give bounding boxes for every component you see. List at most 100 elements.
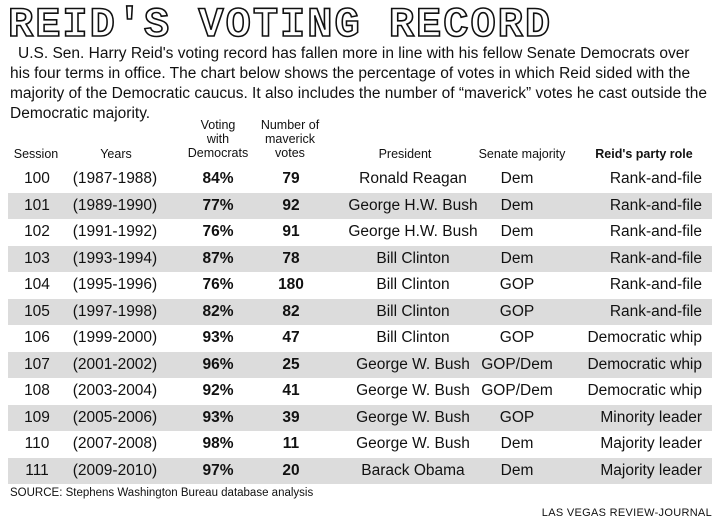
cell-president: George H.W. Bush bbox=[348, 196, 478, 214]
cell-voting-pct: 93% bbox=[202, 408, 234, 426]
cell-years: (2009-2010) bbox=[72, 461, 158, 479]
cell-senate-majority: GOP/Dem bbox=[481, 382, 553, 399]
cell-senate-majority: GOP bbox=[499, 302, 535, 320]
cell-president: Barack Obama bbox=[361, 461, 465, 479]
cell-maverick-votes: 11 bbox=[282, 435, 300, 452]
cell-president: Ronald Reagan bbox=[359, 170, 467, 187]
cell-senate-majority: Dem bbox=[500, 435, 534, 452]
cell-party-role: Democratic whip bbox=[587, 355, 702, 373]
cell-president: George W. Bush bbox=[356, 355, 470, 373]
cell-voting-pct: 97% bbox=[202, 461, 234, 479]
col-header-voting-line3: Democrats bbox=[187, 146, 249, 160]
cell-session: 107 bbox=[24, 355, 50, 373]
cell-president: Bill Clinton bbox=[376, 249, 450, 267]
cell-party-role: Democratic whip bbox=[587, 329, 702, 346]
cell-voting-pct: 93% bbox=[202, 329, 234, 346]
cell-president: George H.W. Bush bbox=[348, 223, 478, 240]
cell-voting-pct: 96% bbox=[202, 355, 234, 373]
cell-maverick-votes: 180 bbox=[278, 276, 304, 293]
table-row: 100 (1987-1988) 84% 79 Ronald Reagan Dem Rank-… bbox=[8, 166, 712, 193]
cell-years: (1991-1992) bbox=[72, 223, 158, 240]
cell-maverick-votes: 79 bbox=[282, 170, 300, 187]
col-header-session: Session bbox=[13, 147, 59, 161]
cell-session: 109 bbox=[24, 408, 50, 426]
cell-voting-pct: 92% bbox=[202, 382, 234, 399]
col-header-senate: Senate majority bbox=[478, 147, 566, 161]
data-table: 100 (1987-1988) 84% 79 Ronald Reagan Dem Rank-… bbox=[8, 166, 712, 484]
table-row: 105 (1997-1998) 82% 82 Bill Clinton GOP Rank-a… bbox=[8, 298, 712, 325]
cell-president: Bill Clinton bbox=[376, 276, 450, 293]
cell-session: 104 bbox=[24, 276, 50, 293]
col-header-role: Reid's party role bbox=[595, 147, 693, 161]
cell-session: 108 bbox=[24, 382, 50, 399]
cell-party-role: Rank-and-file bbox=[609, 276, 702, 293]
cell-maverick-votes: 47 bbox=[282, 329, 300, 346]
cell-maverick-votes: 82 bbox=[282, 302, 300, 320]
cell-years: (1999-2000) bbox=[72, 329, 158, 346]
col-header-maverick-line2: maverick bbox=[264, 132, 315, 146]
col-header-maverick-line3: votes bbox=[275, 146, 305, 160]
cell-party-role: Rank-and-file bbox=[609, 170, 702, 187]
cell-voting-pct: 98% bbox=[202, 435, 234, 452]
cell-party-role: Majority leader bbox=[600, 435, 702, 452]
col-header-years: Years bbox=[100, 147, 132, 161]
cell-senate-majority: Dem bbox=[500, 170, 534, 187]
cell-party-role: Democratic whip bbox=[587, 382, 702, 399]
cell-voting-pct: 76% bbox=[202, 223, 234, 240]
cell-party-role: Rank-and-file bbox=[609, 302, 702, 320]
cell-maverick-votes: 92 bbox=[282, 196, 300, 214]
cell-years: (1993-1994) bbox=[72, 249, 158, 267]
cell-senate-majority: Dem bbox=[500, 196, 534, 214]
cell-session: 101 bbox=[24, 196, 50, 214]
cell-session: 106 bbox=[24, 329, 50, 346]
cell-maverick-votes: 78 bbox=[282, 249, 300, 267]
table-row: 101 (1989-1990) 77% 92 George H.W. Bush Dem Ra… bbox=[8, 192, 712, 219]
table-row: 110 (2007-2008) 98% 11 George W. Bush Dem Majo… bbox=[8, 431, 712, 458]
cell-party-role: Rank-and-file bbox=[609, 249, 702, 267]
cell-voting-pct: 82% bbox=[202, 302, 234, 320]
col-header-president: President bbox=[378, 147, 432, 161]
cell-senate-majority: GOP bbox=[499, 408, 535, 426]
cell-maverick-votes: 41 bbox=[282, 382, 300, 399]
cell-years: (2005-2006) bbox=[72, 408, 158, 426]
cell-session: 102 bbox=[24, 223, 50, 240]
publisher-credit: LAS VEGAS REVIEW-JOURNAL bbox=[541, 507, 712, 519]
cell-years: (2003-2004) bbox=[72, 382, 158, 399]
source-note: SOURCE: Stephens Washington Bureau datab… bbox=[10, 487, 314, 499]
table-row: 104 (1995-1996) 76% 180 Bill Clinton GOP Rank-… bbox=[8, 272, 712, 299]
cell-years: (1987-1988) bbox=[72, 170, 158, 187]
cell-president: Bill Clinton bbox=[376, 329, 450, 346]
cell-president: George W. Bush bbox=[356, 435, 470, 452]
cell-voting-pct: 77% bbox=[202, 196, 234, 214]
cell-maverick-votes: 20 bbox=[282, 461, 300, 479]
table-row: 108 (2003-2004) 92% 41 George W. Bush GOP/Dem… bbox=[8, 378, 712, 405]
cell-years: (1989-1990) bbox=[72, 196, 158, 214]
table-row: 111 (2009-2010) 97% 20 Barack Obama Dem Majori… bbox=[8, 457, 712, 484]
cell-voting-pct: 87% bbox=[202, 249, 234, 267]
cell-voting-pct: 84% bbox=[202, 170, 234, 187]
cell-years: (1995-1996) bbox=[72, 276, 158, 293]
cell-senate-majority: Dem bbox=[500, 223, 534, 240]
cell-president: George W. Bush bbox=[356, 382, 470, 399]
table-row: 107 (2001-2002) 96% 25 George W. Bush GOP/Dem… bbox=[8, 351, 712, 378]
cell-session: 103 bbox=[24, 249, 50, 267]
cell-party-role: Rank-and-file bbox=[609, 223, 702, 240]
cell-session: 111 bbox=[25, 461, 49, 479]
table-row: 103 (1993-1994) 87% 78 Bill Clinton Dem Rank-a… bbox=[8, 245, 712, 272]
col-header-voting-line2: with bbox=[206, 132, 230, 146]
cell-senate-majority: GOP bbox=[499, 329, 535, 346]
table-row: 106 (1999-2000) 93% 47 Bill Clinton GOP Democr… bbox=[8, 325, 712, 352]
cell-party-role: Rank-and-file bbox=[609, 196, 702, 214]
cell-president: Bill Clinton bbox=[376, 302, 450, 320]
cell-years: (2007-2008) bbox=[72, 435, 158, 452]
cell-party-role: Majority leader bbox=[600, 461, 702, 479]
cell-voting-pct: 76% bbox=[202, 276, 234, 293]
col-header-voting: Voting with Democrats bbox=[178, 118, 258, 160]
cell-session: 100 bbox=[24, 170, 50, 187]
cell-maverick-votes: 39 bbox=[282, 408, 300, 426]
cell-years: (1997-1998) bbox=[72, 302, 158, 320]
table-row: 109 (2005-2006) 93% 39 George W. Bush GOP Mino… bbox=[8, 404, 712, 431]
cell-years: (2001-2002) bbox=[72, 355, 158, 373]
cell-president: George W. Bush bbox=[356, 408, 470, 426]
col-header-maverick: Number of maverick votes bbox=[254, 118, 326, 160]
